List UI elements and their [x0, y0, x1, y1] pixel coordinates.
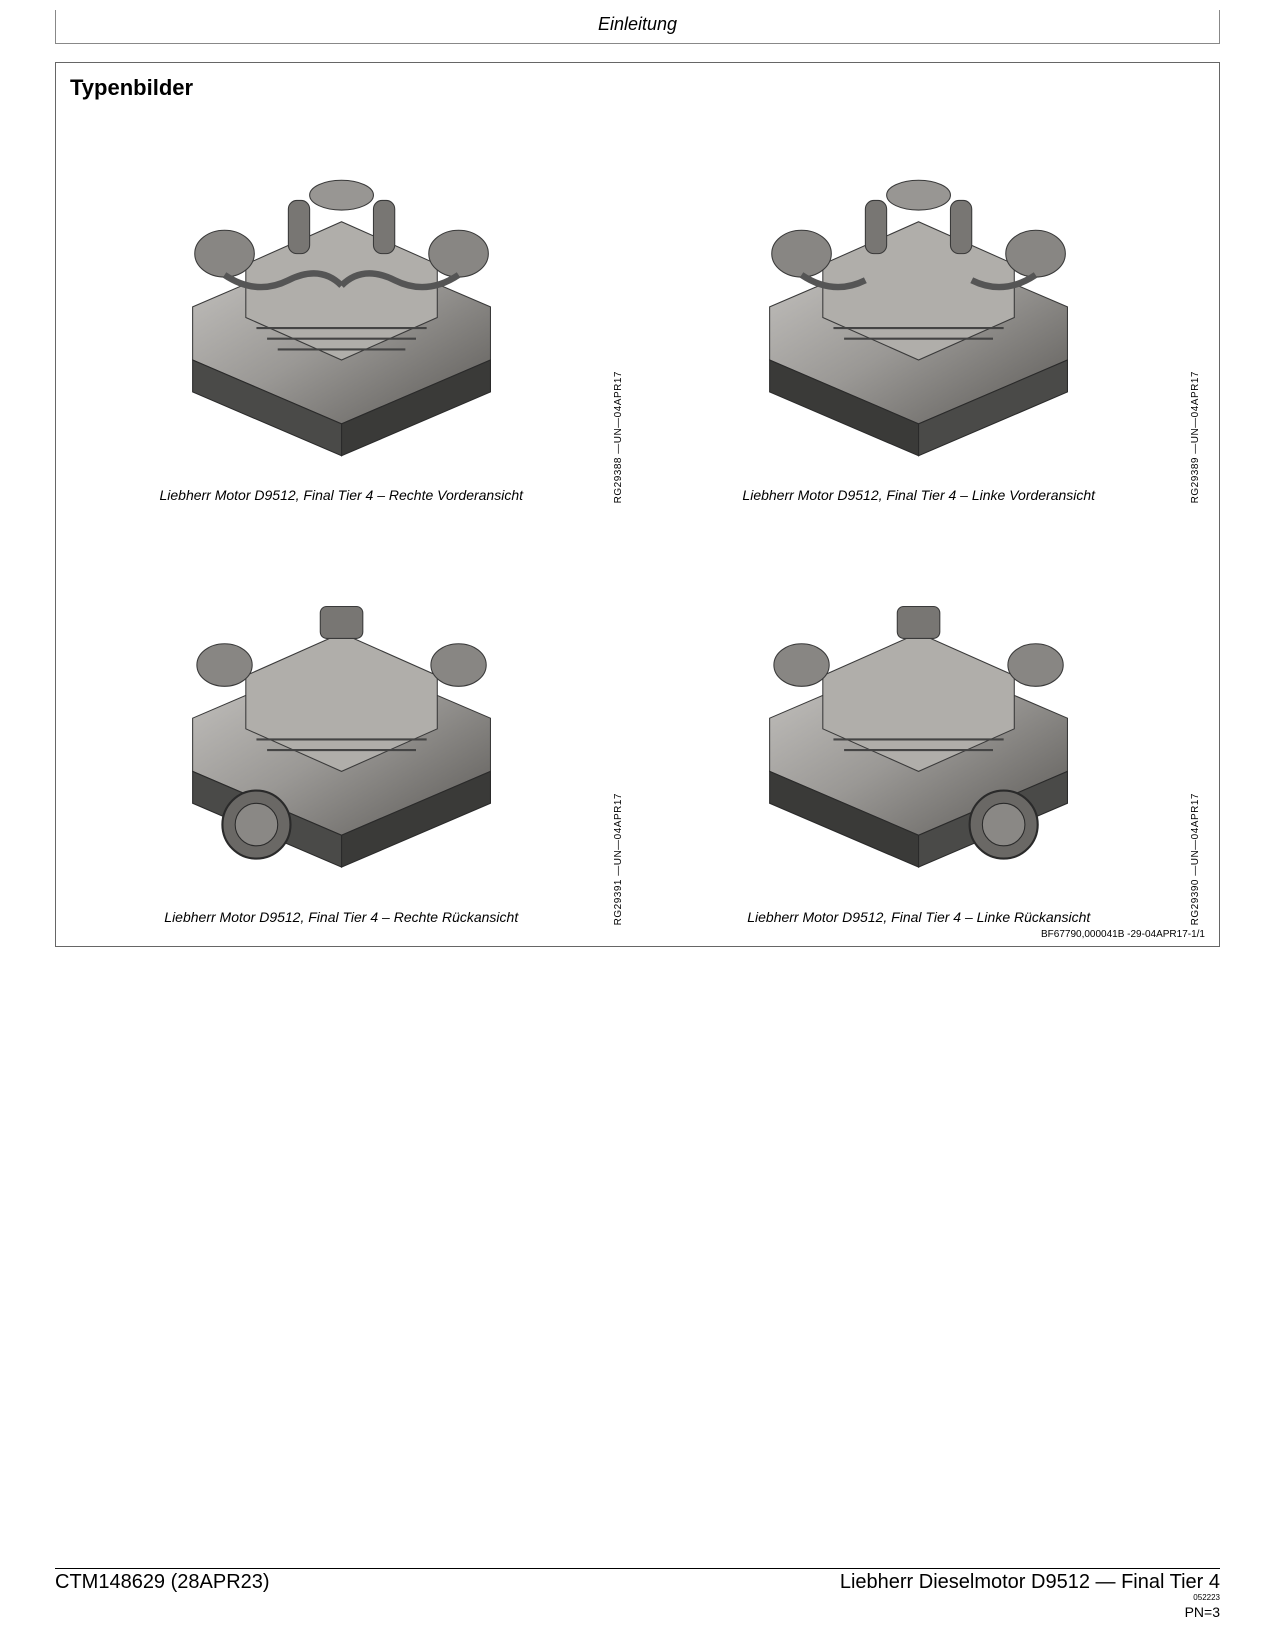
- section-title: Typenbilder: [70, 75, 1205, 101]
- figure-grid: Liebherr Motor D9512, Final Tier 4 – Rec…: [70, 111, 1205, 925]
- figure-sideref: RG29391 —UN—04APR17: [613, 763, 628, 925]
- engine-render-icon: [92, 126, 591, 466]
- page-header: Einleitung: [55, 10, 1220, 44]
- engine-image: [648, 533, 1191, 903]
- reference-code: BF67790,000041B -29-04APR17-1/1: [70, 929, 1205, 940]
- footer-doc-id: CTM148629 (28APR23): [55, 1571, 270, 1594]
- engine-render-icon: [92, 548, 591, 888]
- content-frame: Typenbilder: [55, 62, 1220, 947]
- engine-image: [70, 111, 613, 481]
- figure-cell: Liebherr Motor D9512, Final Tier 4 – Lin…: [648, 533, 1206, 925]
- footer-page-number: PN=3: [55, 1604, 1220, 1620]
- footer-title: Liebherr Dieselmotor D9512 — Final Tier …: [840, 1571, 1220, 1594]
- figure-cell: Liebherr Motor D9512, Final Tier 4 – Rec…: [70, 533, 628, 925]
- figure-sideref: RG29388 —UN—04APR17: [613, 341, 628, 503]
- figure-cell: Liebherr Motor D9512, Final Tier 4 – Lin…: [648, 111, 1206, 503]
- figure-sideref: RG29390 —UN—04APR17: [1190, 763, 1205, 925]
- footer-datecode: 052223: [55, 1594, 1220, 1602]
- figure-cell: Liebherr Motor D9512, Final Tier 4 – Rec…: [70, 111, 628, 503]
- figure-sideref: RG29389 —UN—04APR17: [1190, 341, 1205, 503]
- engine-render-icon: [669, 126, 1168, 466]
- header-section-label: Einleitung: [598, 14, 677, 34]
- figure-caption: Liebherr Motor D9512, Final Tier 4 – Rec…: [159, 487, 523, 503]
- figure-caption: Liebherr Motor D9512, Final Tier 4 – Lin…: [742, 487, 1095, 503]
- figure-caption: Liebherr Motor D9512, Final Tier 4 – Rec…: [164, 909, 518, 925]
- engine-image: [648, 111, 1191, 481]
- engine-image: [70, 533, 613, 903]
- engine-render-icon: [669, 548, 1168, 888]
- page-footer: CTM148629 (28APR23) Liebherr Dieselmotor…: [55, 1568, 1220, 1620]
- figure-caption: Liebherr Motor D9512, Final Tier 4 – Lin…: [747, 909, 1090, 925]
